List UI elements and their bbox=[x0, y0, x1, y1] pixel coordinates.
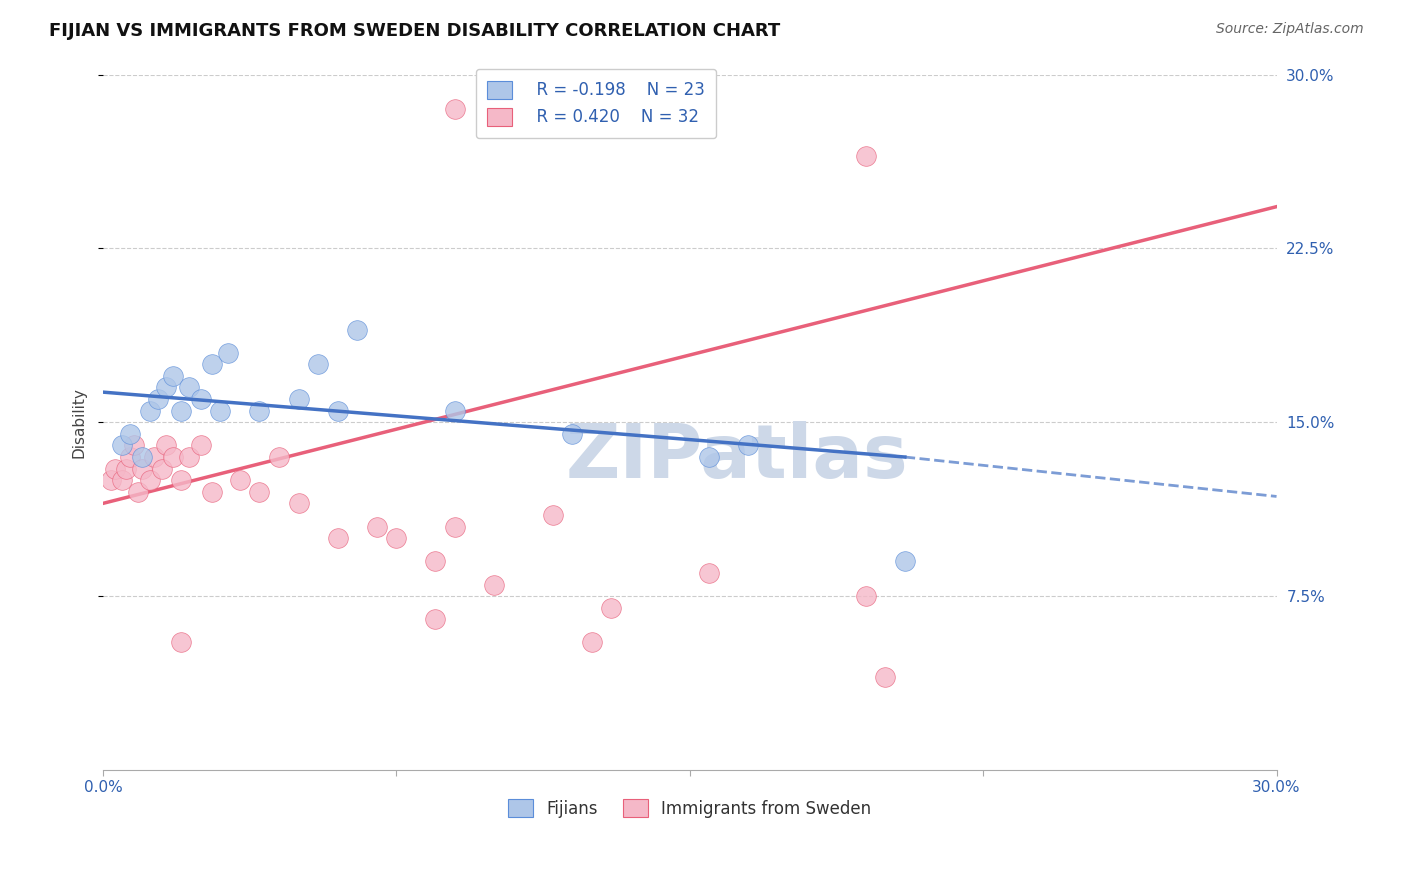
Point bbox=[425, 554, 447, 568]
Point bbox=[697, 450, 720, 464]
Point bbox=[104, 461, 127, 475]
Point bbox=[170, 635, 193, 649]
Point bbox=[326, 531, 349, 545]
Point bbox=[190, 392, 212, 406]
Point bbox=[162, 450, 184, 464]
Point bbox=[146, 392, 169, 406]
Point bbox=[247, 484, 270, 499]
Text: FIJIAN VS IMMIGRANTS FROM SWEDEN DISABILITY CORRELATION CHART: FIJIAN VS IMMIGRANTS FROM SWEDEN DISABIL… bbox=[49, 22, 780, 40]
Point bbox=[581, 635, 603, 649]
Point bbox=[541, 508, 564, 522]
Point bbox=[482, 577, 505, 591]
Point bbox=[139, 473, 162, 487]
Text: Source: ZipAtlas.com: Source: ZipAtlas.com bbox=[1216, 22, 1364, 37]
Point bbox=[131, 450, 153, 464]
Point bbox=[170, 473, 193, 487]
Point bbox=[247, 403, 270, 417]
Point bbox=[425, 612, 447, 626]
Point bbox=[697, 566, 720, 580]
Point bbox=[139, 403, 162, 417]
Point bbox=[561, 426, 583, 441]
Text: ZIPatlas: ZIPatlas bbox=[565, 420, 908, 493]
Point bbox=[120, 450, 142, 464]
Point bbox=[170, 403, 193, 417]
Point bbox=[326, 403, 349, 417]
Point bbox=[122, 438, 145, 452]
Point bbox=[307, 357, 329, 371]
Point bbox=[201, 357, 224, 371]
Point bbox=[855, 589, 877, 603]
Point bbox=[150, 461, 173, 475]
Point bbox=[287, 496, 309, 510]
Legend: Fijians, Immigrants from Sweden: Fijians, Immigrants from Sweden bbox=[502, 792, 877, 824]
Point bbox=[142, 450, 165, 464]
Point bbox=[127, 484, 149, 499]
Point bbox=[444, 519, 467, 533]
Point bbox=[346, 322, 368, 336]
Point bbox=[131, 461, 153, 475]
Point bbox=[385, 531, 408, 545]
Point bbox=[177, 380, 200, 394]
Point bbox=[155, 438, 177, 452]
Point bbox=[267, 450, 290, 464]
Point bbox=[162, 368, 184, 383]
Point bbox=[366, 519, 388, 533]
Point bbox=[229, 473, 252, 487]
Point bbox=[444, 103, 467, 117]
Point bbox=[115, 461, 138, 475]
Point bbox=[111, 438, 134, 452]
Point bbox=[894, 554, 917, 568]
Point bbox=[287, 392, 309, 406]
Point bbox=[875, 670, 897, 684]
Point bbox=[600, 600, 623, 615]
Point bbox=[209, 403, 232, 417]
Point bbox=[155, 380, 177, 394]
Point bbox=[177, 450, 200, 464]
Point bbox=[100, 473, 122, 487]
Point bbox=[120, 426, 142, 441]
Point bbox=[111, 473, 134, 487]
Point bbox=[201, 484, 224, 499]
Y-axis label: Disability: Disability bbox=[72, 387, 86, 458]
Point bbox=[737, 438, 759, 452]
Point bbox=[855, 149, 877, 163]
Point bbox=[190, 438, 212, 452]
Point bbox=[217, 345, 239, 359]
Point bbox=[444, 403, 467, 417]
